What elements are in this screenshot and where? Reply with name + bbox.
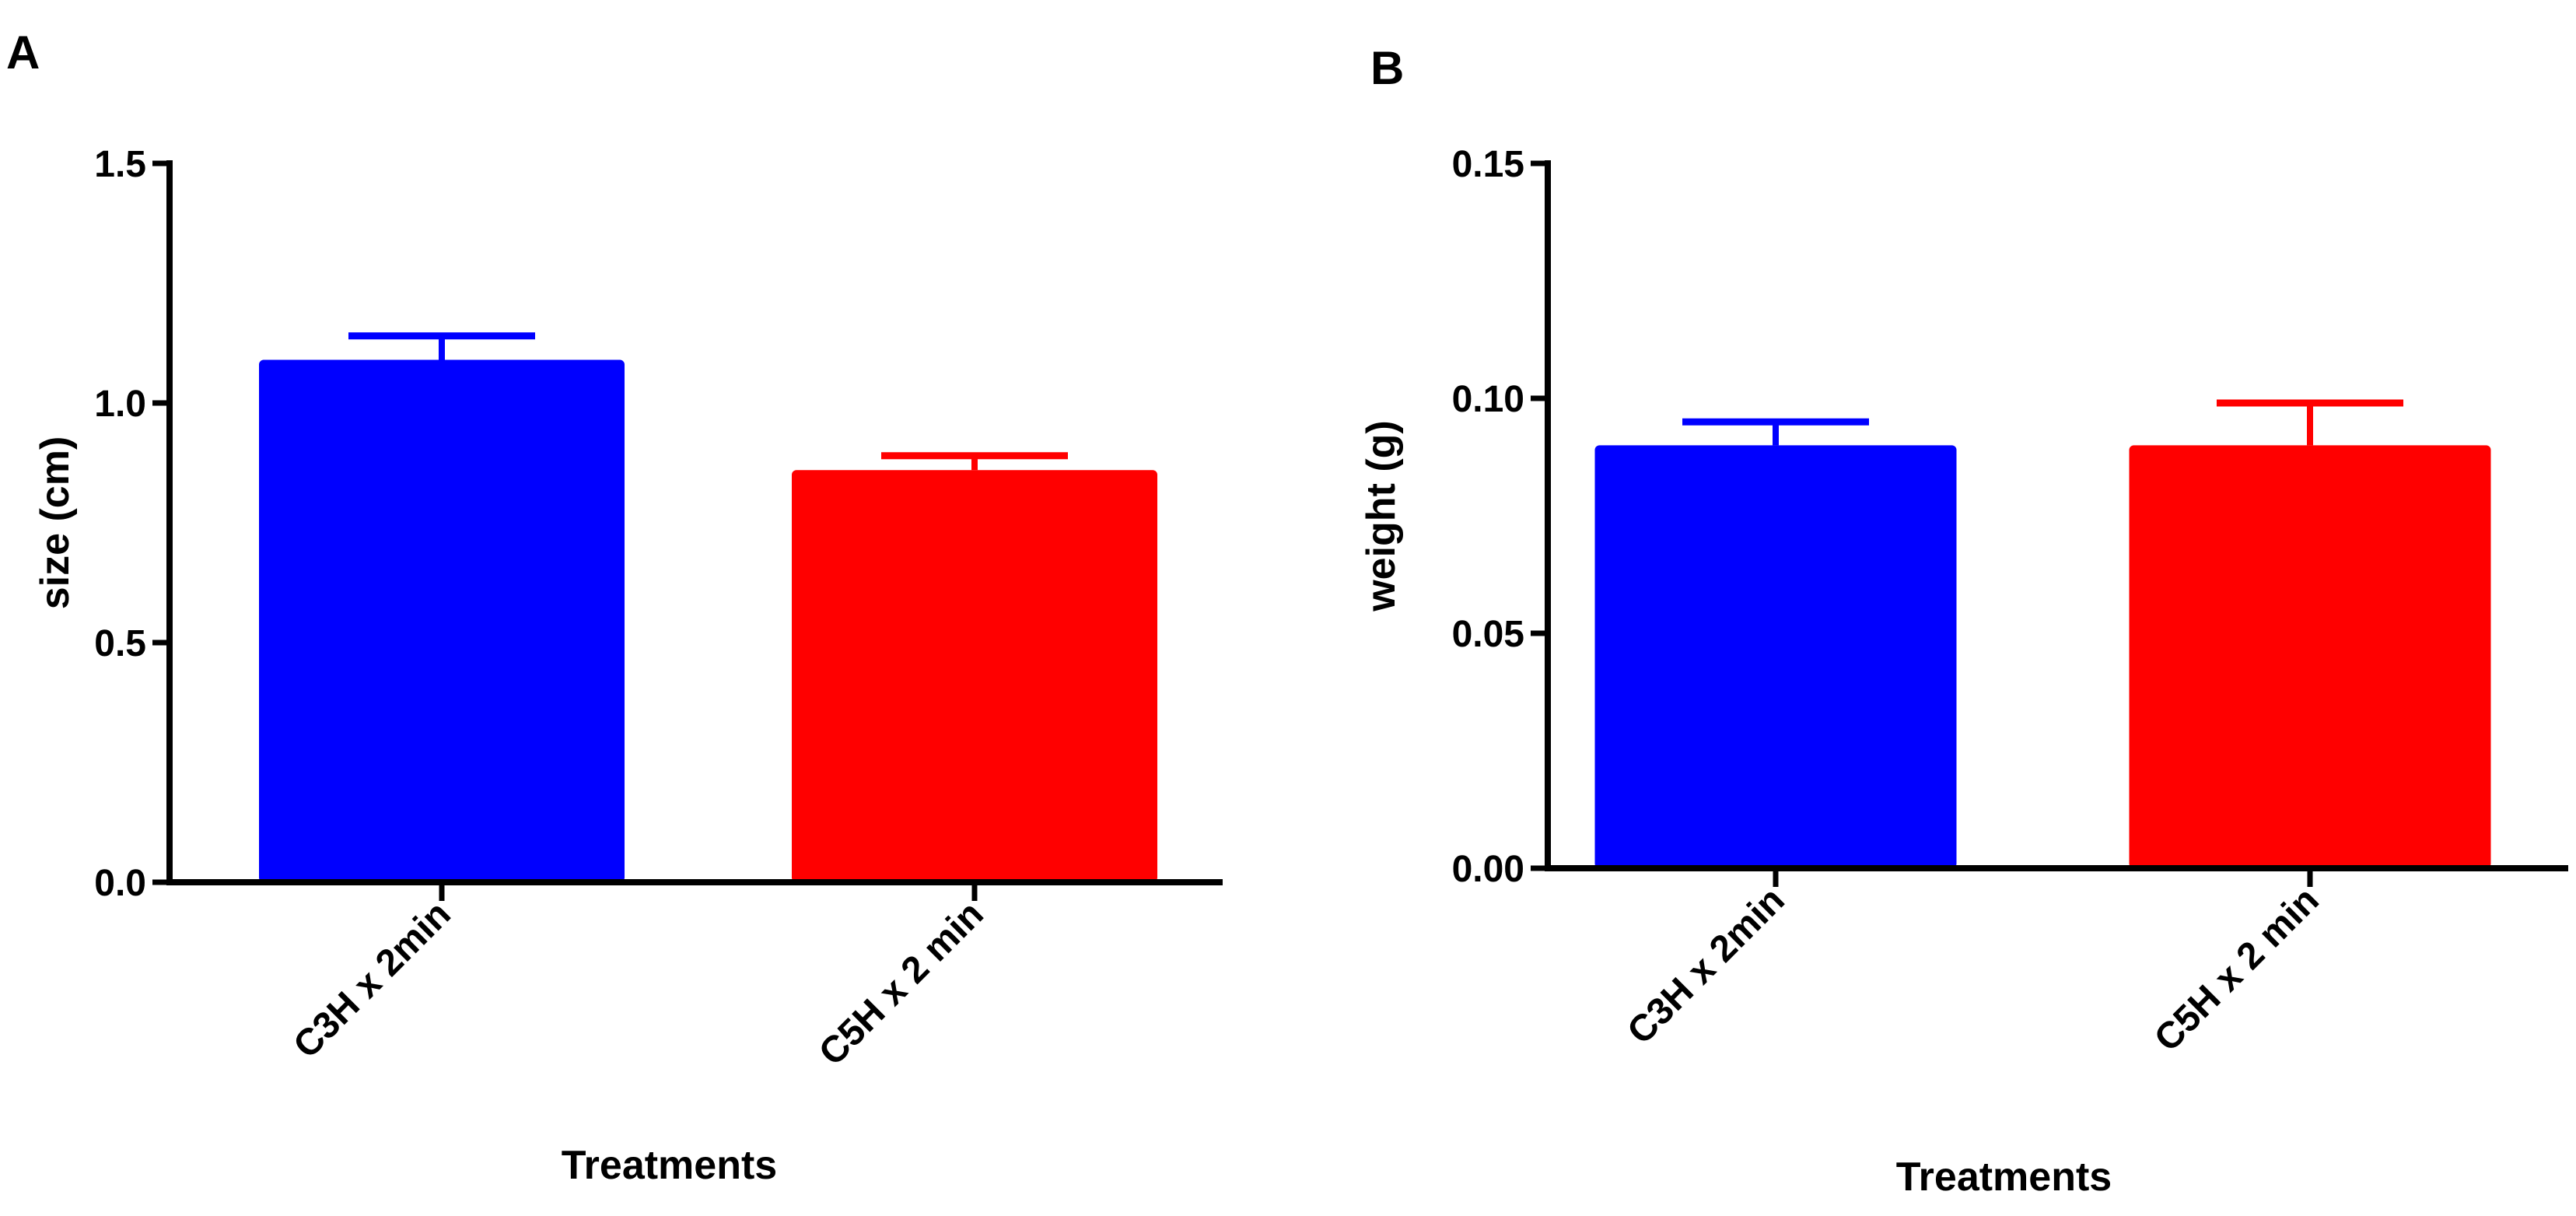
bar-1 [1594, 445, 1957, 868]
y-tick-label: 1.5 [94, 144, 146, 185]
bar-2 [792, 470, 1157, 882]
x-axis-title: Treatments [562, 1143, 777, 1188]
y-tick-label: 0.00 [1452, 849, 1524, 890]
panel-letter-b: B [1370, 42, 1404, 94]
y-tick-label: 1.0 [94, 384, 146, 425]
bar-1 [259, 359, 625, 882]
y-tick-label: 0.15 [1452, 144, 1524, 185]
y-tick-label: 0.0 [94, 863, 146, 904]
y-tick-label: 0.05 [1452, 614, 1524, 655]
panel-letter-a: A [6, 26, 40, 79]
y-axis-title: size (cm) [33, 436, 78, 610]
bar-2 [2129, 445, 2491, 868]
y-tick-label: 0.5 [94, 623, 146, 664]
x-axis-title: Treatments [1896, 1155, 2112, 1200]
y-axis-title: weight (g) [1359, 420, 1404, 612]
y-tick-label: 0.10 [1452, 379, 1524, 420]
